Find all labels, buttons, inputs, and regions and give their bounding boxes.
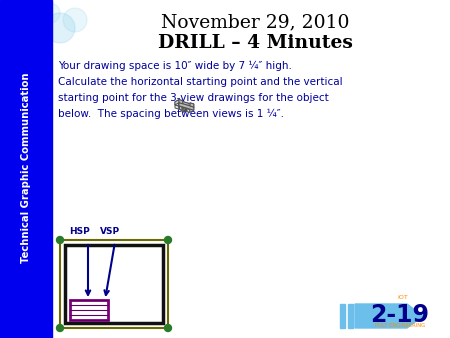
Polygon shape [186,103,194,106]
Polygon shape [179,105,180,109]
Polygon shape [175,103,183,106]
Polygon shape [179,105,187,108]
Text: HSP: HSP [70,227,90,236]
Polygon shape [175,100,183,103]
Polygon shape [175,100,179,105]
Circle shape [165,237,171,243]
Text: starting point for the 3-view drawings for the object: starting point for the 3-view drawings f… [58,93,329,103]
Polygon shape [179,101,183,106]
Text: November 29, 2010: November 29, 2010 [161,13,349,31]
Polygon shape [180,110,184,112]
Text: IOT: IOT [398,295,409,300]
Circle shape [165,324,171,332]
Polygon shape [179,105,187,108]
Polygon shape [189,106,190,110]
Bar [340,304,345,328]
Circle shape [57,237,63,243]
Polygon shape [186,105,190,109]
Circle shape [45,13,75,43]
Circle shape [57,324,63,332]
Polygon shape [180,101,189,104]
Polygon shape [175,102,179,106]
Text: POLY ENGINEERING: POLY ENGINEERING [375,323,425,328]
Text: Calculate the horizontal starting point and the vertical: Calculate the horizontal starting point … [58,77,342,87]
Polygon shape [175,105,190,113]
Polygon shape [190,103,194,107]
Polygon shape [190,107,194,113]
Text: DRILL – 4 Minutes: DRILL – 4 Minutes [158,34,352,52]
Polygon shape [190,104,194,109]
Text: VSP: VSP [100,227,120,236]
Bar [348,304,353,328]
Polygon shape [186,106,194,109]
Bar [70,300,108,320]
Circle shape [40,3,60,23]
Polygon shape [183,108,186,112]
Polygon shape [180,104,189,107]
Text: Your drawing space is 10″ wide by 7 ¼″ high.: Your drawing space is 10″ wide by 7 ¼″ h… [58,61,292,71]
Polygon shape [182,104,190,106]
Circle shape [10,0,50,40]
Text: Technical Graphic Communication: Technical Graphic Communication [21,73,31,263]
Polygon shape [180,108,186,111]
Bar [60,240,168,328]
Polygon shape [182,104,190,106]
FancyArrow shape [355,304,423,328]
Polygon shape [186,107,187,111]
Circle shape [4,27,26,49]
Bar [0,0,52,338]
Polygon shape [180,108,184,112]
Polygon shape [184,110,186,112]
Polygon shape [182,101,189,106]
Text: 2-19: 2-19 [370,303,429,327]
Circle shape [63,8,87,32]
Bar [65,245,163,323]
Polygon shape [182,104,183,107]
Polygon shape [179,100,183,104]
Text: below.  The spacing between views is 1 ¼″.: below. The spacing between views is 1 ¼″… [58,109,284,119]
Polygon shape [180,102,187,107]
Polygon shape [179,103,194,110]
